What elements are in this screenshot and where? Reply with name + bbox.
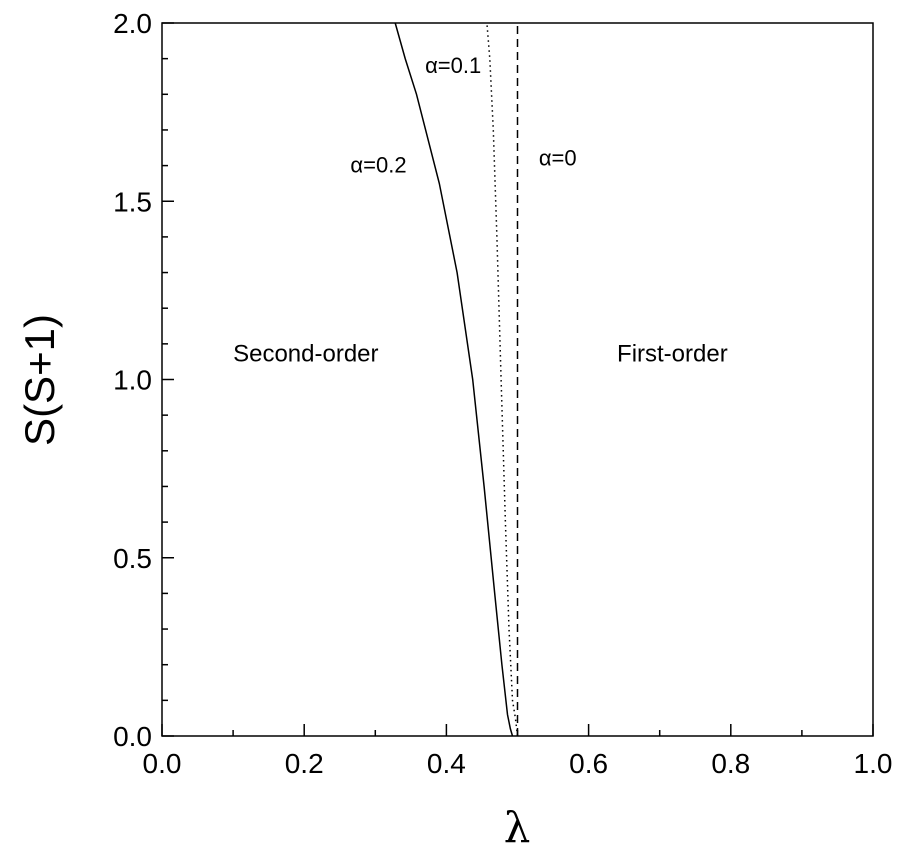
y-axis-ticks: 0.0 0.5 1.0 1.5 2.0 xyxy=(113,8,174,752)
curve-label: α=0 xyxy=(539,146,577,171)
y-tick-label: 2.0 xyxy=(113,8,152,39)
y-tick-label: 0.5 xyxy=(113,543,152,574)
region-label: Second-order xyxy=(233,341,378,368)
curve-label: α=0.2 xyxy=(350,153,406,178)
series-layer xyxy=(394,22,519,737)
annotation-layer: α=0.1 α=0.2 α=0 Second-order First-order xyxy=(233,53,728,368)
y-tick-label: 0.0 xyxy=(113,721,152,752)
y-axis-title: S(S+1) xyxy=(16,314,63,446)
x-axis-ticks: 0.0 0.2 0.4 0.6 0.8 1.0 xyxy=(143,724,893,779)
curve-label: α=0.1 xyxy=(425,53,481,78)
x-tick-label: 0.2 xyxy=(285,748,324,779)
x-tick-label: 0.8 xyxy=(711,748,750,779)
region-label: First-order xyxy=(617,341,728,368)
x-axis-title: λ xyxy=(504,803,531,852)
y-tick-label: 1.0 xyxy=(113,365,152,396)
x-tick-label: 0.4 xyxy=(427,748,466,779)
series-line-2 xyxy=(394,22,514,737)
x-tick-label: 1.0 xyxy=(854,748,893,779)
series-line-1 xyxy=(486,22,519,737)
y-tick-label: 1.5 xyxy=(113,186,152,217)
x-tick-label: 0.0 xyxy=(143,748,182,779)
x-tick-label: 0.6 xyxy=(569,748,608,779)
